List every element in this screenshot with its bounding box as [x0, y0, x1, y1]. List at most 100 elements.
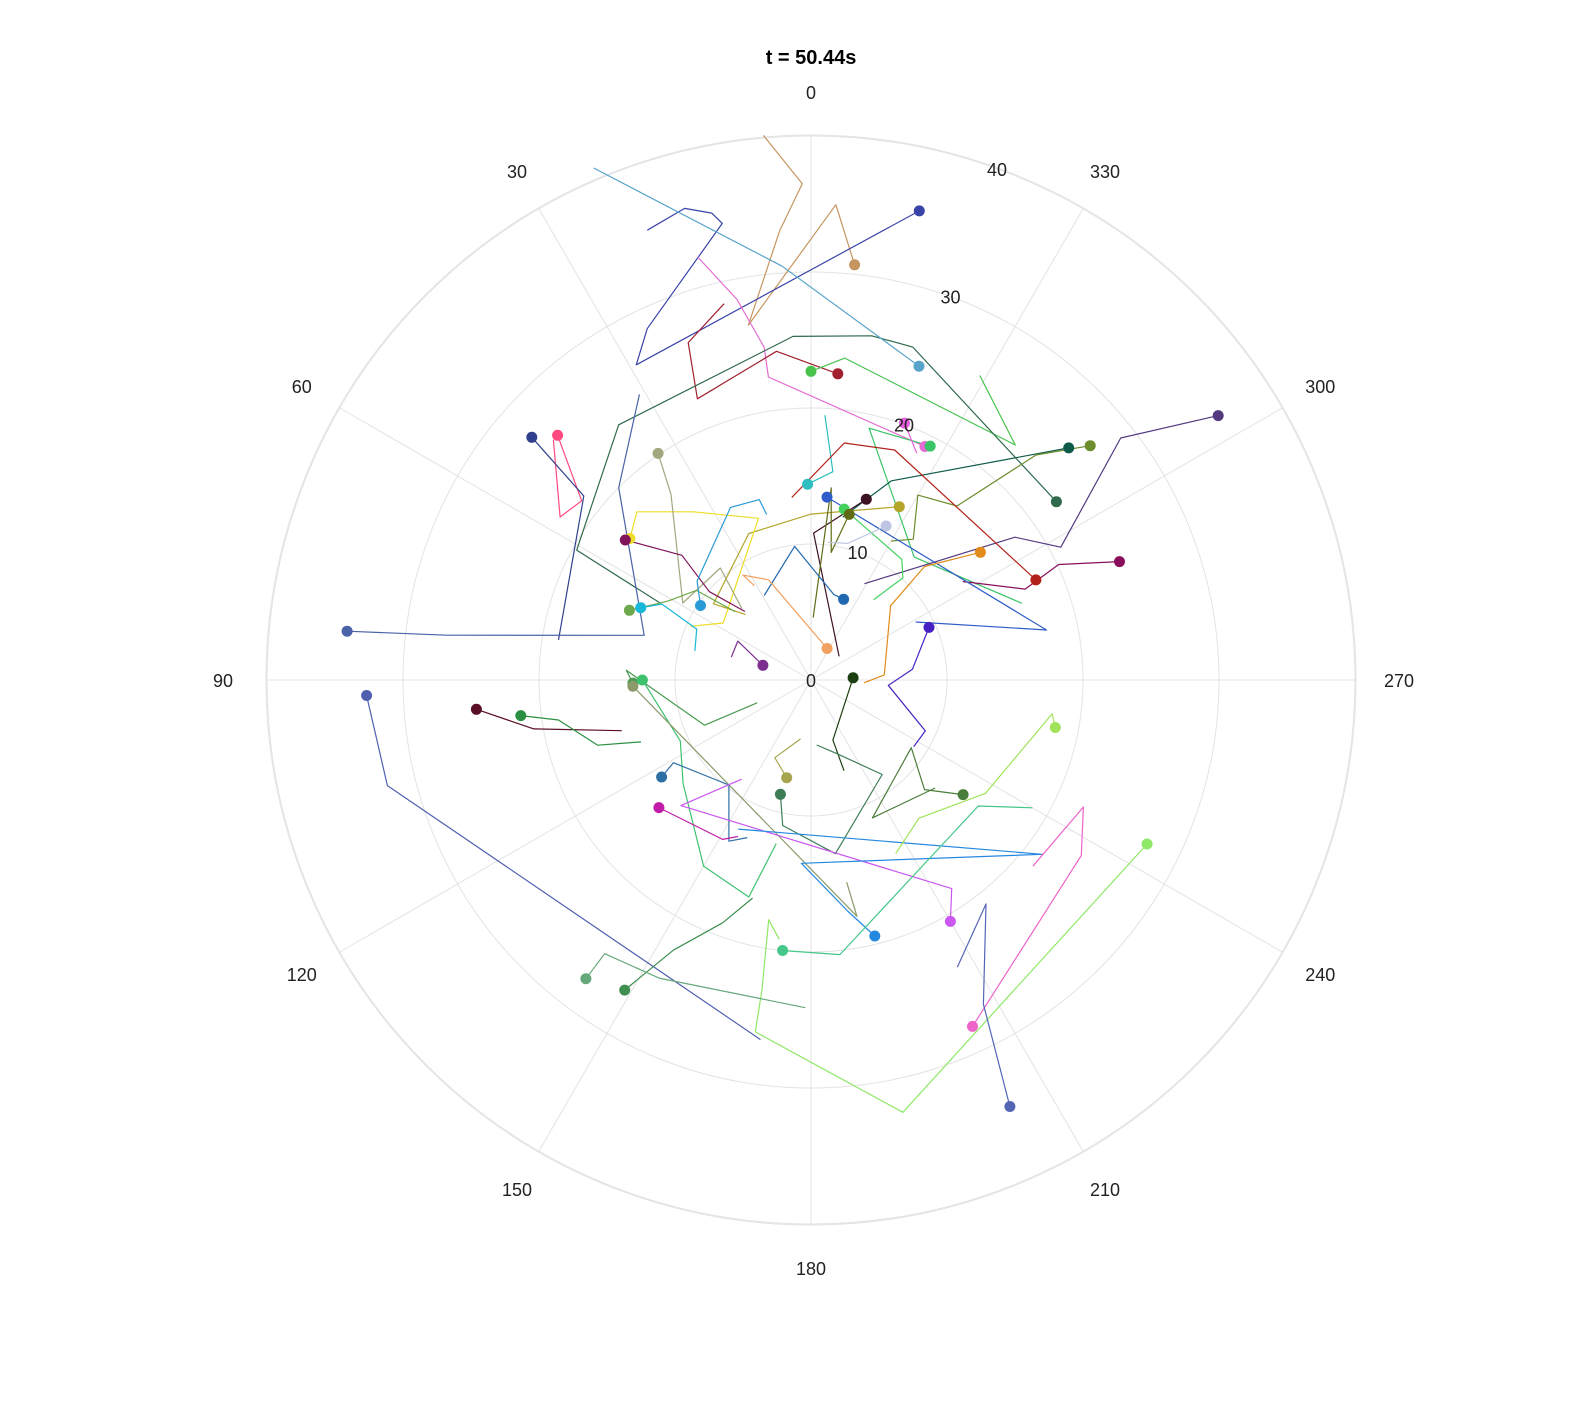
- trail-35: [641, 679, 777, 898]
- trail-52: [624, 897, 753, 991]
- marker-2: [913, 205, 925, 217]
- marker-40: [656, 771, 668, 783]
- trail-9: [868, 427, 1023, 604]
- trail-37: [520, 715, 642, 746]
- marker-13: [1063, 442, 1075, 454]
- marker-22: [843, 508, 855, 520]
- trail-14: [891, 445, 1091, 542]
- marker-38: [341, 625, 353, 637]
- trail-29: [640, 603, 698, 652]
- marker-30: [838, 593, 850, 605]
- trail-20: [826, 496, 1048, 631]
- angular-tick-label-30: 30: [507, 162, 527, 182]
- marker-39: [361, 690, 373, 701]
- trail-8: [807, 415, 834, 485]
- trail-45: [680, 778, 953, 922]
- marker-16: [1114, 556, 1125, 568]
- marker-6: [1050, 496, 1062, 508]
- trail-50: [754, 843, 1148, 1113]
- trail-41: [774, 738, 801, 779]
- angular-tick-label-240: 240: [1305, 965, 1335, 985]
- polar-grid: [265, 134, 1357, 1226]
- marker-12: [526, 431, 538, 443]
- spoke-240: [810, 679, 1284, 953]
- trail-54: [956, 903, 1011, 1107]
- marker-1: [849, 259, 861, 271]
- radial-tick-label-30: 30: [941, 288, 961, 308]
- trail-39: [366, 695, 761, 1041]
- trail-4: [687, 303, 839, 400]
- trail-46: [738, 828, 1043, 937]
- marker-37: [515, 710, 527, 722]
- trail-21: [843, 508, 904, 601]
- trail-51: [971, 806, 1085, 1027]
- marker-32: [821, 643, 833, 654]
- marker-56: [695, 600, 706, 611]
- marker-7: [913, 360, 925, 372]
- marker-14: [1084, 440, 1096, 452]
- marker-51: [967, 1020, 978, 1032]
- marker-36: [470, 703, 482, 715]
- trail-42: [779, 744, 883, 855]
- trail-12: [531, 436, 585, 641]
- trail-24: [629, 511, 760, 627]
- marker-25: [652, 447, 664, 459]
- angular-tick-label-270: 270: [1384, 671, 1414, 691]
- trail-38: [347, 394, 645, 636]
- trail-31: [887, 627, 930, 748]
- angular-tick-label-120: 120: [287, 965, 317, 985]
- trail-56: [696, 499, 768, 606]
- spoke-150: [538, 679, 812, 1153]
- trail-25: [657, 453, 743, 609]
- marker-33: [847, 672, 859, 684]
- marker-31: [923, 621, 935, 633]
- marker-41: [781, 772, 793, 784]
- marker-8: [802, 478, 814, 490]
- trail-6: [576, 335, 1057, 604]
- trail-33: [832, 677, 854, 771]
- spoke-210: [810, 679, 1084, 1153]
- marker-26: [619, 534, 631, 546]
- chart-title: t = 50.44s: [766, 47, 857, 69]
- marker-43: [653, 802, 665, 814]
- trail-11: [552, 435, 583, 518]
- radial-tick-label-40: 40: [987, 160, 1007, 180]
- angular-tick-label-60: 60: [292, 377, 312, 397]
- markers: [341, 205, 1224, 1112]
- trail-32: [742, 574, 828, 649]
- marker-47: [777, 945, 789, 956]
- marker-11: [552, 429, 564, 441]
- trail-43: [658, 807, 739, 841]
- radial-tick-label-20: 20: [894, 415, 914, 435]
- radial-tick-label-0: 0: [806, 671, 816, 691]
- marker-52: [619, 984, 631, 996]
- marker-23: [880, 520, 892, 532]
- marker-5: [805, 365, 817, 377]
- marker-18: [860, 493, 872, 505]
- marker-35: [636, 674, 648, 686]
- trail-27: [863, 551, 981, 684]
- trail-55: [730, 640, 764, 666]
- marker-48: [957, 789, 969, 801]
- axis-labels: 0 30 60 90 120 150 180 210 240 270 300 330 0 10 20 30 40: [213, 83, 1414, 1279]
- angular-tick-label-0: 0: [806, 83, 816, 103]
- trail-18: [812, 498, 867, 657]
- trail-2: [635, 207, 920, 366]
- marker-46: [869, 930, 881, 942]
- trail-5: [810, 357, 1016, 446]
- trail-13: [842, 447, 1069, 518]
- marker-28: [623, 604, 635, 616]
- radial-tick-label-10: 10: [847, 543, 867, 563]
- trail-49: [895, 713, 1056, 854]
- trail-3: [697, 256, 926, 448]
- trail-44: [632, 685, 858, 917]
- marker-55: [757, 659, 769, 671]
- trail-40: [661, 762, 748, 842]
- marker-27: [974, 546, 986, 558]
- angular-tick-label-180: 180: [796, 1259, 826, 1279]
- marker-42: [774, 788, 786, 800]
- marker-49: [1049, 722, 1061, 733]
- trail-15: [864, 415, 1219, 585]
- trail-22: [812, 487, 850, 618]
- spoke-30: [538, 207, 812, 681]
